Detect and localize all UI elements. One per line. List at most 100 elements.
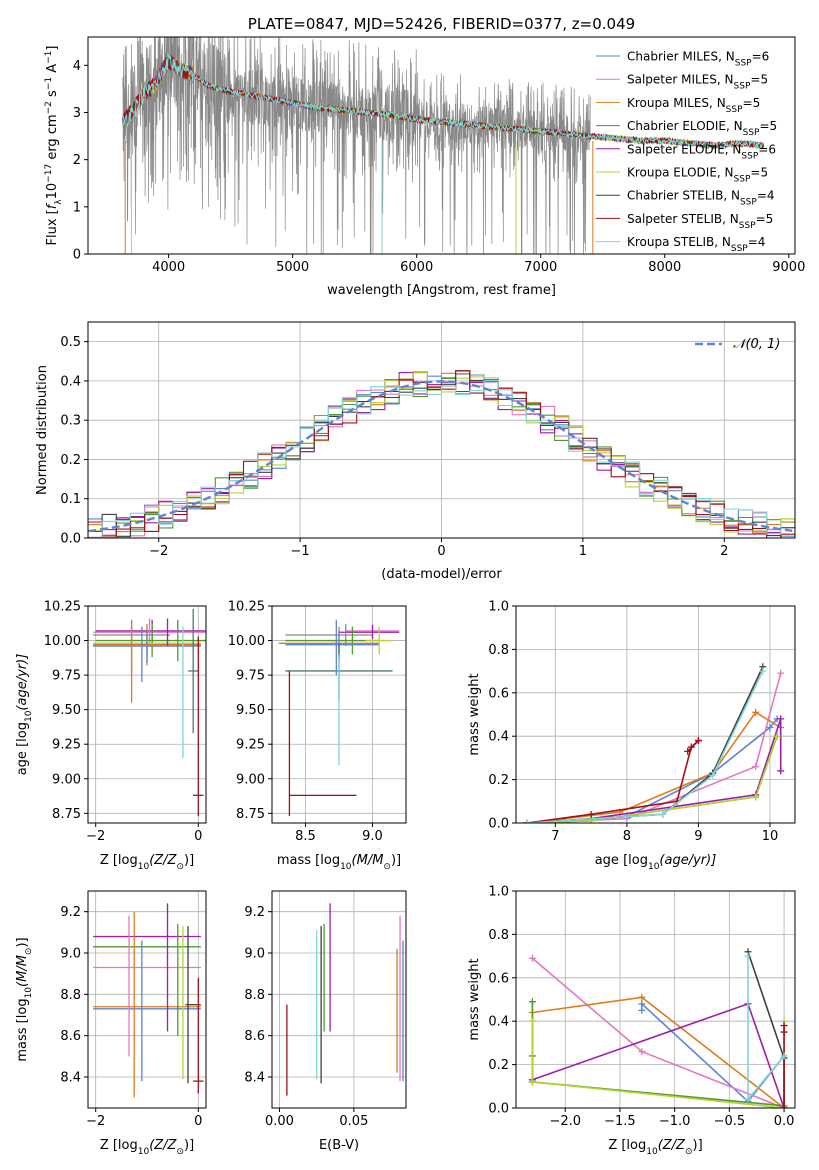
y-tick-label: 0.8 — [488, 643, 509, 658]
y-tick-label: 0.4 — [60, 374, 81, 389]
series-marker — [752, 793, 760, 801]
label-part: SSP — [734, 82, 751, 92]
x-tick-label: 9 — [694, 829, 702, 844]
y-tick-label: 0.6 — [488, 686, 509, 701]
y-tick-label: 0.4 — [488, 1015, 509, 1030]
x-axis-label: Z [log10(Z/Z⊙)] — [100, 853, 194, 872]
errorbar-point — [285, 623, 373, 647]
plot-area — [122, 37, 764, 254]
label-part: ⊙ — [176, 862, 184, 872]
y-tick-label: 8.75 — [236, 807, 265, 822]
label-part: )] — [15, 937, 30, 947]
y-tick-label: 9.75 — [52, 669, 81, 684]
label-part: mass [log — [277, 853, 340, 868]
label-part: ⊙ — [685, 1147, 693, 1157]
label-part: −17 — [44, 164, 54, 183]
y-axis-label: mass weight — [467, 673, 482, 755]
label-part: 10 — [340, 862, 352, 872]
errorbar-point — [288, 670, 357, 817]
y-axis-label: Flux [fλ10−17 erg cm−2 s−1 A−1] — [44, 46, 64, 246]
label-part: age [log — [15, 722, 30, 775]
label-part: SSP — [731, 244, 748, 254]
x-axis-label: age [log10(age/yr)] — [595, 853, 717, 872]
x-axis-label: wavelength [Angstrom, rest frame] — [327, 283, 556, 298]
y-tick-label: 8.8 — [60, 988, 81, 1003]
label-part: Salpeter ELODIE, — [627, 142, 732, 156]
y-tick-label: 0.0 — [488, 1102, 509, 1117]
label-part: Flux [ — [45, 209, 60, 245]
observed-spectrum-line — [122, 37, 591, 254]
x-tick-label: −2.0 — [549, 1114, 581, 1129]
series-marker — [659, 810, 667, 818]
series-line — [526, 735, 778, 823]
series-marker — [780, 1028, 788, 1036]
y-tick-label: 8.4 — [244, 1071, 265, 1086]
y-tick-label: 1 — [73, 200, 81, 215]
label-part: 10 — [24, 710, 34, 722]
axes-decor: −2 −1 0 1 2 0.0 0.1 0.2 0.3 0.4 0.5 (data-model)/er… — [35, 321, 796, 582]
x-axis-label: Z [log10(Z/Z⊙)] — [608, 1138, 702, 1157]
label-part: (age/yr)] — [659, 853, 716, 868]
x-axis-label: (data-model)/error — [381, 567, 502, 582]
x-tick-label: 9.0 — [362, 829, 383, 844]
y-tick-label: 9.75 — [236, 669, 265, 684]
label-part: =5 — [743, 96, 761, 110]
label-part: Chabrier ELODIE, — [627, 119, 734, 133]
y-tick-label: 0.0 — [60, 532, 81, 547]
axes-decor: 0.00 0.05 8.4 8.6 8.8 9.0 9.2 E(B-V) — [244, 890, 407, 1153]
x-tick-label: 6000 — [400, 260, 433, 275]
y-tick-label: 9.0 — [60, 947, 81, 962]
x-tick-label: 0.00 — [265, 1114, 294, 1129]
series-marker — [744, 952, 752, 960]
x-tick-label: −2 — [86, 1114, 105, 1129]
y-axis-label: mass [log10(M/M⊙)] — [15, 937, 34, 1061]
label-part: ] — [45, 46, 60, 51]
x-tick-label: 9000 — [772, 260, 805, 275]
label-part: ⊙ — [176, 1147, 184, 1157]
label-part: λ — [54, 199, 64, 205]
x-tick-label: 0 — [194, 1114, 202, 1129]
x-tick-label: 5000 — [276, 260, 309, 275]
label-part: f — [45, 202, 60, 209]
x-tick-label: 4000 — [152, 260, 185, 275]
series-marker — [752, 708, 760, 716]
y-tick-label: 1.0 — [488, 600, 509, 615]
series-line — [531, 996, 785, 1108]
label-part: 10 — [45, 183, 60, 200]
legend-label: Chabrier MILES, NSSP=6 — [627, 50, 769, 69]
series-marker — [638, 1048, 646, 1056]
panel-age_vs_mass: 8.5 9.0 8.75 9.00 9.25 9.50 9.75 10.00 10.25 mass… — [228, 600, 407, 872]
y-tick-label: 9.2 — [244, 905, 265, 920]
legend-label: 𝒩(0, 1) — [733, 337, 780, 352]
label-part: =6 — [758, 142, 776, 156]
label-part: A — [45, 64, 60, 77]
errorbar-point — [95, 623, 206, 658]
errorbar-point — [188, 608, 199, 734]
y-tick-label: 0.2 — [60, 453, 81, 468]
label-part: Kroupa ELODIE, — [627, 166, 725, 180]
series-marker — [587, 810, 595, 818]
y-tick-label: 1.0 — [488, 885, 509, 900]
legend-label: Kroupa ELODIE, NSSP=5 — [627, 166, 768, 185]
series-marker — [684, 747, 692, 755]
series-marker — [528, 954, 536, 962]
plot-area — [88, 370, 795, 538]
label-part: s — [45, 90, 60, 101]
series-marker — [752, 763, 760, 771]
series-marker — [780, 1022, 788, 1030]
series-marker — [638, 993, 646, 1001]
label-part: (Z/Z — [149, 853, 177, 868]
series-line — [526, 739, 699, 823]
series-marker — [638, 1006, 646, 1014]
label-part: SSP — [726, 105, 743, 115]
label-part: 10 — [648, 862, 660, 872]
x-tick-label: −0.5 — [714, 1114, 746, 1129]
series-marker — [528, 998, 536, 1006]
label-part: (Z/Z — [658, 1138, 686, 1153]
y-tick-label: 0.5 — [60, 335, 81, 350]
panel-mw_vs_Z: −2.0 −1.5 −1.0 −0.5 0.0 0.0 0.2 0.4 0.6 0.8 1.0 Z [… — [467, 885, 796, 1157]
axes-decor: −2 08.48.68.89.09.2Z [log10(Z/Z⊙)]mass [l… — [15, 890, 207, 1157]
legend-label: Kroupa STELIB, NSSP=4 — [627, 235, 765, 254]
